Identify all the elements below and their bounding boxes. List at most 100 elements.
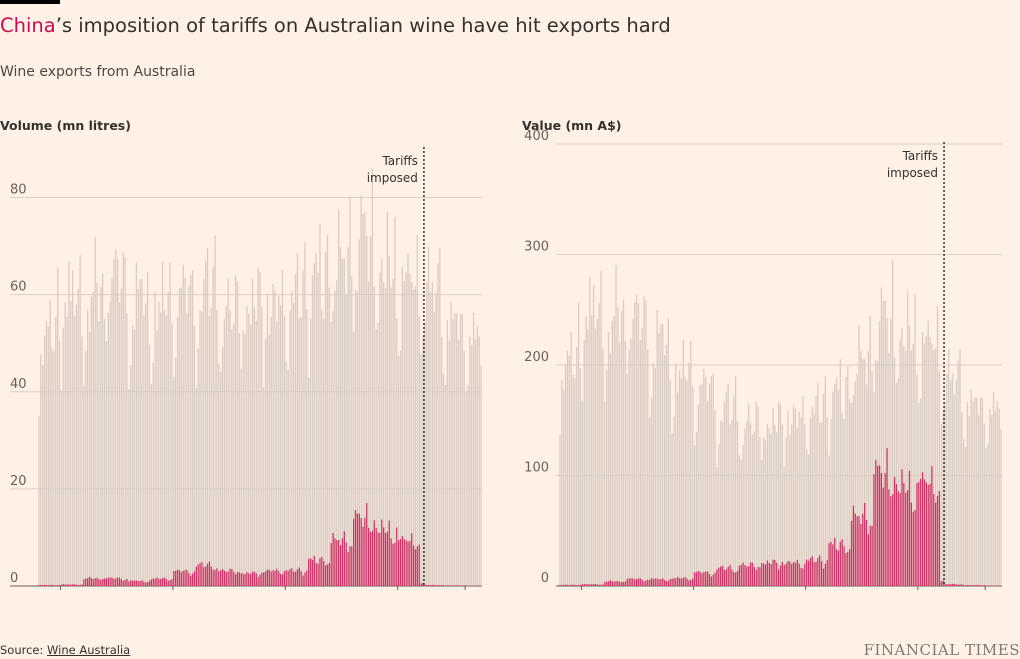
total-bar xyxy=(934,347,937,586)
total-bar xyxy=(867,351,870,586)
total-bar xyxy=(439,247,441,586)
china-bar xyxy=(450,585,452,586)
total-bar xyxy=(407,252,409,587)
total-bar xyxy=(373,286,375,586)
total-bar xyxy=(731,419,733,586)
total-bar xyxy=(381,258,383,586)
y-tick-label: 400 xyxy=(524,129,549,144)
total-bar xyxy=(579,368,582,586)
total-bar xyxy=(323,319,325,586)
china-bar xyxy=(47,585,49,586)
china-bar xyxy=(173,570,175,586)
china-bar xyxy=(347,551,349,586)
china-bar xyxy=(964,584,967,586)
total-bar xyxy=(972,401,974,586)
total-bar xyxy=(431,282,434,586)
total-bar xyxy=(330,321,332,586)
china-bar xyxy=(727,566,729,586)
china-bar xyxy=(940,581,942,586)
china-bar xyxy=(673,578,675,586)
china-bar xyxy=(579,584,582,586)
total-bar xyxy=(675,362,677,586)
y-tick-label: 20 xyxy=(10,474,27,489)
china-bar xyxy=(334,538,336,586)
china-bar xyxy=(433,584,435,586)
total-bar xyxy=(811,406,813,586)
china-bar xyxy=(231,569,233,586)
total-bar xyxy=(959,349,961,586)
china-bar xyxy=(777,569,780,586)
total-bar xyxy=(308,377,310,586)
china-bar xyxy=(411,533,413,586)
total-bar xyxy=(802,396,804,586)
china-bar xyxy=(718,567,720,586)
total-bar xyxy=(847,366,849,586)
total-bar xyxy=(203,279,205,586)
china-bar xyxy=(796,559,798,586)
china-bar xyxy=(81,584,83,586)
china-bar xyxy=(809,558,812,586)
china-bar xyxy=(860,523,862,586)
subtitle: Wine exports from Australia xyxy=(0,64,196,80)
china-bar xyxy=(214,570,216,586)
china-bar xyxy=(146,582,149,586)
china-bar xyxy=(248,573,250,586)
total-bar xyxy=(409,273,411,586)
total-bar xyxy=(761,460,763,586)
total-bar xyxy=(109,301,111,586)
total-bar xyxy=(75,305,78,586)
china-bar xyxy=(306,570,308,586)
total-bar xyxy=(710,376,712,586)
china-bar xyxy=(246,572,248,586)
total-bar xyxy=(946,373,948,586)
total-bar xyxy=(388,255,390,586)
tariffs-annotation-label: imposed xyxy=(367,171,418,185)
total-bar xyxy=(234,274,237,586)
total-bar xyxy=(251,278,254,586)
total-bar xyxy=(375,328,377,586)
china-bar xyxy=(165,579,167,586)
total-bar xyxy=(298,317,300,586)
china-bar xyxy=(332,533,334,586)
china-bar xyxy=(51,584,53,586)
china-bar xyxy=(753,566,755,586)
total-bar xyxy=(641,327,643,586)
china-bar xyxy=(619,581,621,586)
china-bar xyxy=(212,569,214,586)
china-bar xyxy=(133,580,136,586)
total-bar xyxy=(122,252,124,586)
china-bar xyxy=(749,562,752,586)
total-bar xyxy=(742,445,744,586)
volume-chart: 02040608020052010201520202023Tariffsimpo… xyxy=(10,147,482,590)
china-bar xyxy=(366,503,368,586)
source-link[interactable]: Wine Australia xyxy=(47,643,131,657)
total-bar xyxy=(568,355,570,586)
china-bar xyxy=(559,584,561,586)
total-bar xyxy=(820,422,823,586)
china-bar xyxy=(463,585,465,586)
china-bar xyxy=(139,580,141,586)
china-bar xyxy=(240,573,242,586)
china-bar xyxy=(837,550,840,586)
china-bar xyxy=(448,585,450,586)
china-bar xyxy=(602,584,604,586)
total-bar xyxy=(126,313,128,586)
china-bar xyxy=(568,584,570,586)
china-bar xyxy=(116,577,119,586)
total-bar xyxy=(979,397,982,586)
total-bar xyxy=(763,437,765,586)
total-bar xyxy=(650,397,653,586)
china-bar xyxy=(225,571,227,586)
total-bar xyxy=(167,292,169,586)
total-bar xyxy=(591,315,593,586)
china-bar xyxy=(382,527,385,586)
total-bar xyxy=(819,422,821,586)
total-bar xyxy=(884,300,886,586)
total-bar xyxy=(188,286,190,586)
total-bar xyxy=(656,309,658,586)
china-bar xyxy=(624,581,627,586)
total-bar xyxy=(384,288,387,586)
china-bar xyxy=(43,584,46,586)
total-bar xyxy=(45,320,48,586)
total-bar xyxy=(51,348,53,586)
